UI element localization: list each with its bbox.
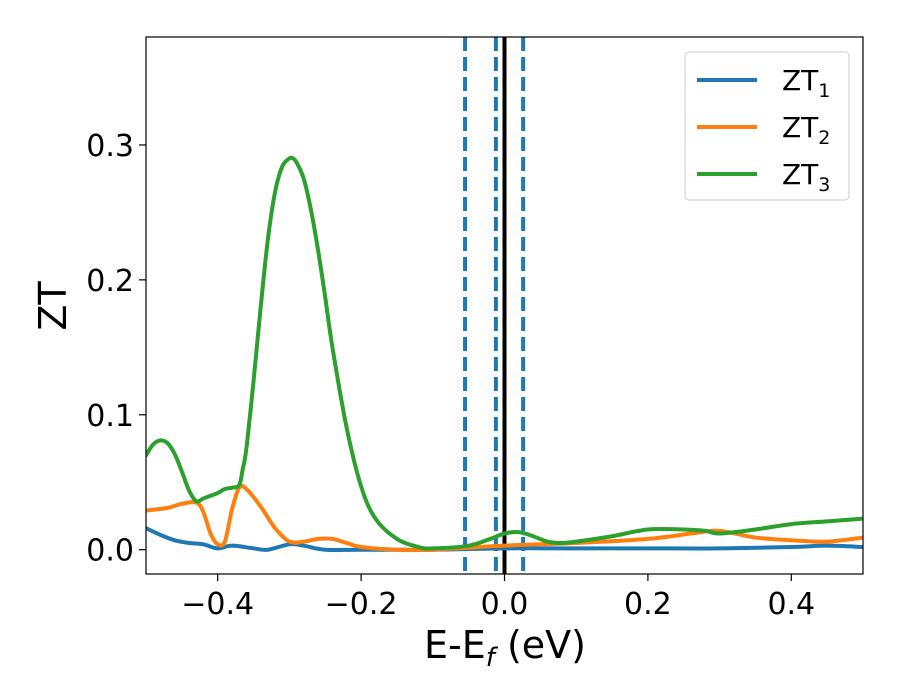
- series-line-zt1: [146, 526, 863, 553]
- x-tick-label: 0.0: [481, 587, 529, 622]
- legend-label: ZT2: [782, 111, 830, 149]
- legend: ZT1 ZT2 ZT3: [684, 51, 850, 201]
- x-tick-label: 0.2: [624, 587, 672, 622]
- series-line-zt3: [146, 155, 863, 551]
- legend-box: [684, 51, 850, 201]
- x-axis-ticks: −0.4 −0.2 0.0 0.2 0.4: [181, 574, 815, 622]
- legend-label: ZT3: [782, 158, 830, 196]
- series-line-zt2: [146, 483, 863, 553]
- x-tick-label: −0.4: [181, 587, 254, 622]
- y-tick-label: 0.2: [86, 264, 134, 299]
- vertical-lines: [463, 37, 526, 574]
- y-axis-ticks: 0.0 0.1 0.2 0.3: [86, 129, 146, 569]
- legend-label: ZT1: [782, 64, 830, 102]
- x-tick-label: 0.4: [767, 587, 815, 622]
- y-tick-label: 0.3: [86, 129, 134, 164]
- x-axis-title: E-Ef (eV): [424, 623, 586, 673]
- series-lines: [146, 155, 863, 553]
- y-tick-label: 0.1: [86, 399, 134, 434]
- y-axis-title: ZT: [31, 281, 75, 331]
- x-tick-label: −0.2: [325, 587, 398, 622]
- y-tick-label: 0.0: [86, 534, 134, 569]
